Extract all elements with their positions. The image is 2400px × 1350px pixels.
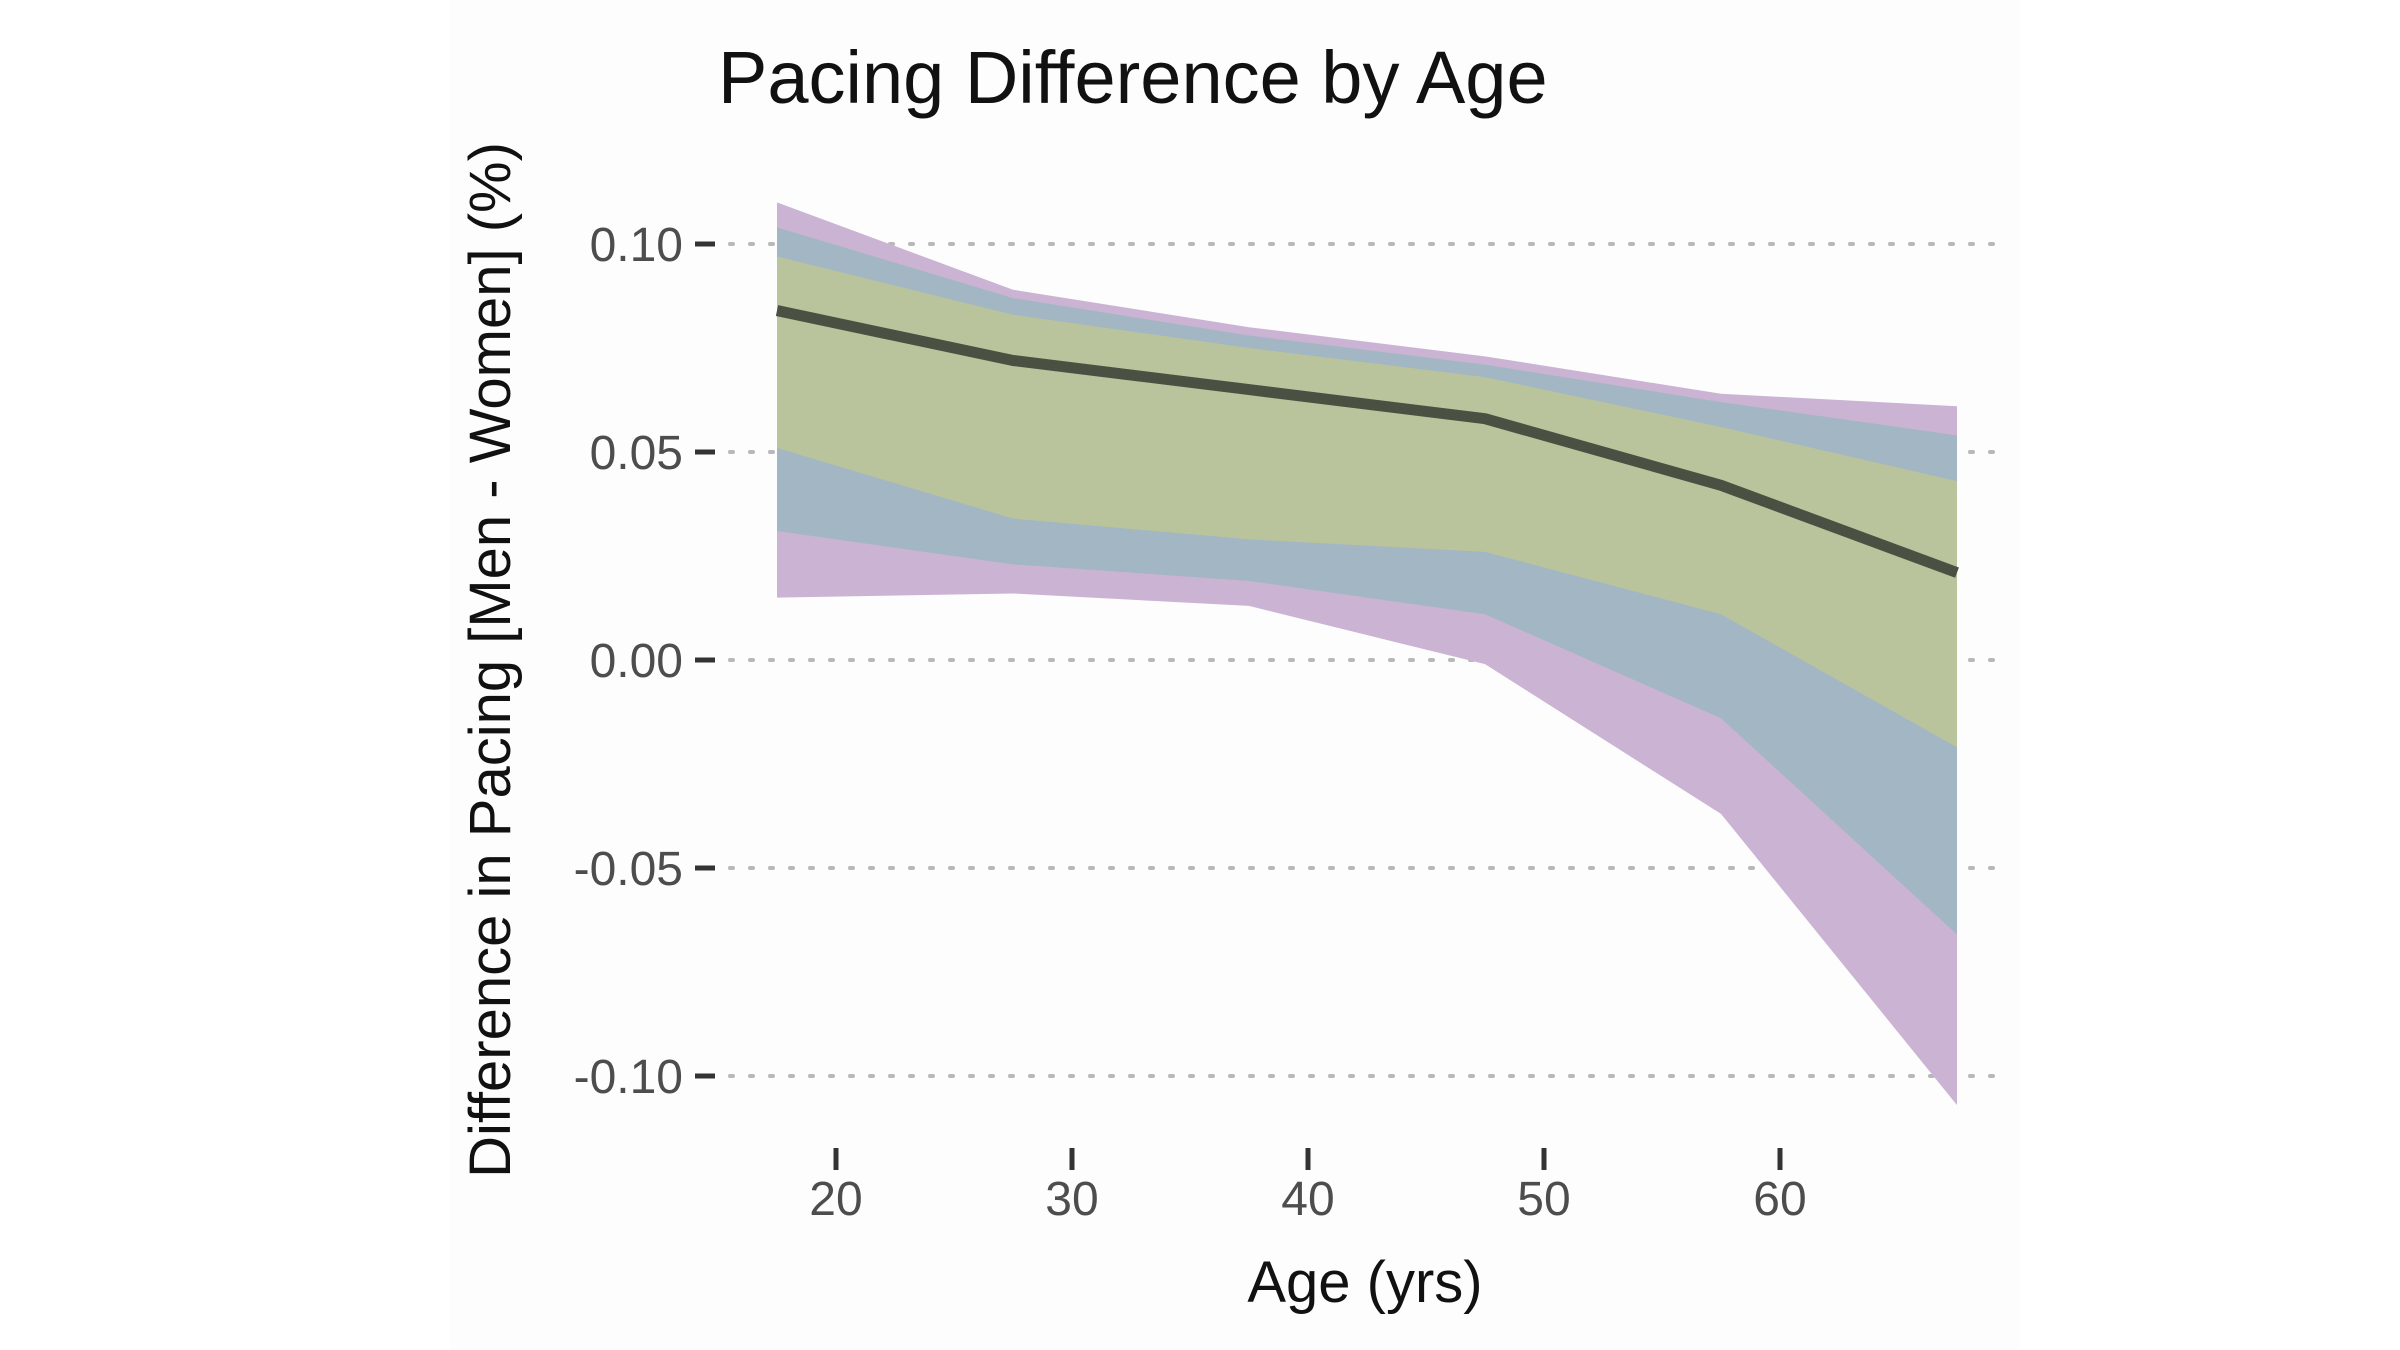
x-axis: 20 30 40 50 60: [809, 1148, 1807, 1226]
band-inner: [777, 256, 1957, 748]
y-tick-label: 0.05: [590, 427, 683, 480]
y-axis-label: Difference in Pacing [Men - Women] (%): [458, 142, 523, 1178]
y-tick-label: 0.00: [590, 635, 683, 688]
x-tick-label: 30: [1045, 1173, 1098, 1226]
y-tick-label: -0.10: [574, 1051, 683, 1104]
y-tick-label: 0.10: [590, 219, 683, 272]
x-tick-label: 20: [809, 1173, 862, 1226]
estimate-line-path: [775, 305, 1959, 578]
x-tick-label: 40: [1281, 1173, 1334, 1226]
estimate-line: [775, 305, 1959, 578]
x-tick-label: 60: [1753, 1173, 1806, 1226]
x-axis-label: Age (yrs): [1247, 1250, 1482, 1315]
confidence-bands: [777, 202, 1957, 1106]
y-tick-label: -0.05: [574, 843, 683, 896]
chart-title: Pacing Difference by Age: [718, 36, 1548, 119]
x-tick-label: 50: [1517, 1173, 1570, 1226]
y-axis: 0.10 0.05 0.00 -0.05 -0.10: [574, 219, 715, 1104]
